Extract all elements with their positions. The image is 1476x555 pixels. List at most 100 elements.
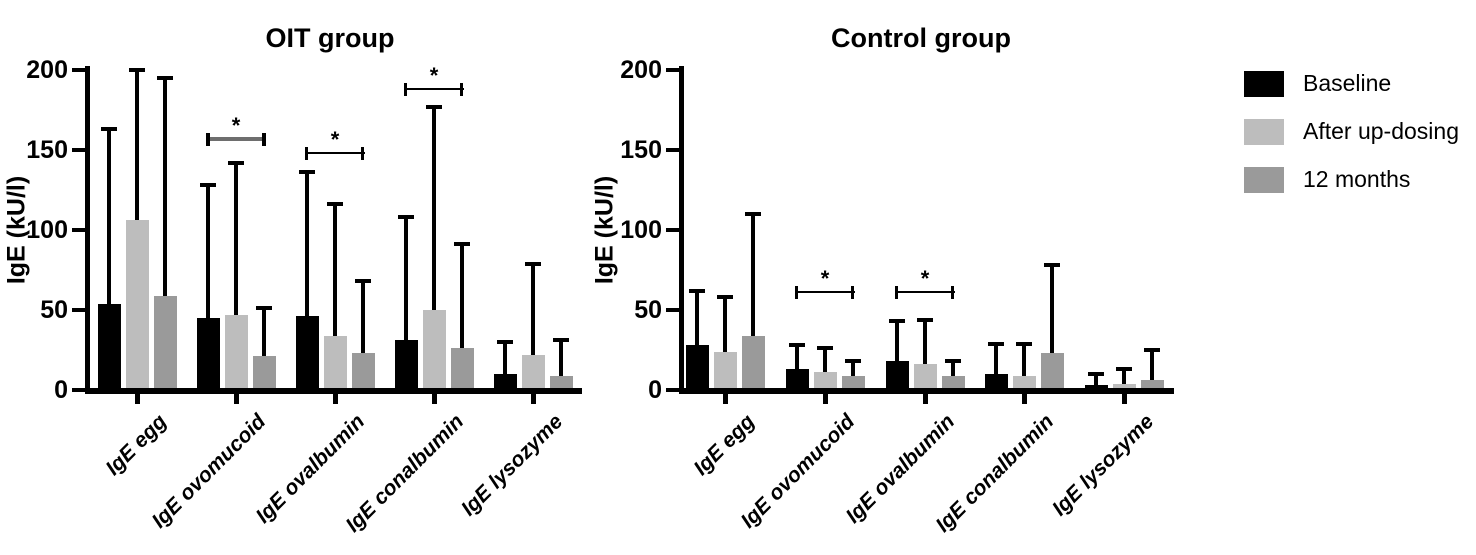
error-bar-line — [1022, 343, 1026, 380]
error-bar-line — [1050, 265, 1054, 358]
y-tick — [666, 228, 679, 232]
legend-label-baseline: Baseline — [1303, 70, 1392, 96]
significance-bracket-end-tick — [851, 286, 854, 300]
oit-chart: OIT group IgE (kU/l) 0 50 100 150 200 IgE egg… — [0, 0, 640, 555]
error-bar-cap — [717, 295, 733, 300]
legend-item-baseline: Baseline — [1244, 70, 1459, 97]
x-tick — [134, 394, 140, 404]
y-tick — [72, 148, 85, 152]
error-bar-line — [531, 263, 535, 359]
control-chart: Control group IgE (kU/l) 0 50 100 150 200 IgE… — [591, 23, 1174, 537]
legend-label-after-up-dosing: After up-dosing — [1303, 118, 1459, 144]
bar — [1040, 353, 1064, 393]
y-tick-label: 100 — [620, 216, 662, 244]
error-bar-cap — [889, 319, 905, 324]
bar — [224, 314, 248, 393]
x-tick — [922, 394, 928, 404]
error-bar-line — [895, 321, 899, 366]
significance-asterisk: * — [429, 63, 439, 89]
error-bar-cap — [1044, 263, 1060, 268]
y-tick — [666, 308, 679, 312]
error-bar-cap — [789, 343, 805, 348]
y-tick-label: 200 — [26, 56, 68, 84]
significance-bracket-end-tick — [361, 147, 364, 161]
y-tick-label: 100 — [26, 216, 68, 244]
y-tick-label: 0 — [54, 376, 68, 404]
error-bar-cap — [157, 76, 173, 80]
plot-area-oit: 0 50 100 150 200 IgE egg IgE ovomucoid IgE oval… — [0, 0, 640, 555]
error-bar-cap — [553, 338, 569, 343]
error-bar-cap — [1144, 348, 1160, 352]
error-bar-cap — [917, 317, 933, 322]
significance-bracket-end-tick — [206, 132, 210, 146]
significance-bracket-end-tick — [795, 286, 798, 300]
y-tick-label: 50 — [40, 296, 68, 324]
bar — [521, 354, 545, 393]
legend-item-12-months: 12 months — [1244, 166, 1459, 193]
y-tick — [666, 68, 679, 72]
x-tick — [431, 394, 437, 404]
y-axis — [85, 66, 90, 394]
bar — [153, 295, 177, 393]
error-bar-line — [951, 361, 955, 380]
significance-bracket-end-tick — [951, 286, 954, 300]
bar — [394, 340, 418, 393]
x-tick — [332, 394, 338, 404]
error-bar-cap — [1088, 372, 1104, 376]
bar — [295, 316, 319, 393]
bar — [913, 364, 937, 393]
significance-bracket-line — [305, 152, 365, 155]
significance-bracket-end-tick — [305, 147, 308, 161]
x-tick — [233, 394, 239, 404]
bar — [323, 335, 347, 393]
y-tick-label: 200 — [620, 56, 662, 84]
significance-bracket-line — [206, 136, 266, 141]
bar — [685, 345, 709, 393]
bar — [351, 353, 375, 393]
significance-bracket-line — [895, 291, 955, 294]
x-tick — [822, 394, 828, 404]
legend-swatch-after-up-dosing — [1244, 118, 1284, 145]
error-bar-cap — [299, 170, 315, 175]
significance-bracket-end-tick — [404, 83, 407, 97]
significance-bracket-line — [795, 291, 855, 294]
significance-bracket-end-tick — [895, 286, 898, 300]
chart-title-oit: OIT group — [265, 23, 395, 54]
x-tick — [722, 394, 728, 404]
error-bar-line — [460, 244, 464, 353]
legend-swatch-baseline — [1244, 70, 1284, 97]
bar — [97, 303, 121, 393]
error-bar-cap — [497, 340, 513, 344]
error-bar-cap — [945, 359, 961, 364]
error-bar-cap — [525, 261, 541, 266]
error-bar-cap — [454, 242, 470, 247]
error-bar-line — [1122, 369, 1126, 388]
error-bar-line — [262, 308, 266, 361]
error-bar-cap — [228, 160, 244, 165]
error-bar-cap — [129, 68, 145, 72]
legend-label-12-months: 12 months — [1303, 166, 1411, 192]
error-bar-line — [361, 281, 365, 358]
legend-swatch-12-months — [1244, 166, 1284, 193]
error-bar-line — [751, 214, 755, 340]
x-tick — [1021, 394, 1027, 404]
error-bar-line — [795, 345, 799, 374]
x-axis — [85, 388, 582, 394]
y-tick — [72, 228, 85, 232]
x-tick — [530, 394, 536, 404]
x-tick — [1121, 394, 1127, 404]
y-tick — [72, 308, 85, 312]
bar — [713, 351, 737, 393]
error-bar-line — [559, 340, 563, 380]
chart-title-control: Control group — [831, 23, 1011, 54]
error-bar-cap — [101, 127, 117, 132]
error-bar-line — [305, 172, 309, 321]
error-bar-cap — [200, 183, 216, 188]
y-tick — [72, 68, 85, 72]
error-bar-line — [163, 78, 167, 300]
y-axis — [679, 66, 684, 394]
y-tick — [666, 388, 679, 392]
significance-asterisk: * — [231, 112, 241, 138]
error-bar-cap — [817, 346, 833, 351]
error-bar-cap — [327, 202, 343, 207]
